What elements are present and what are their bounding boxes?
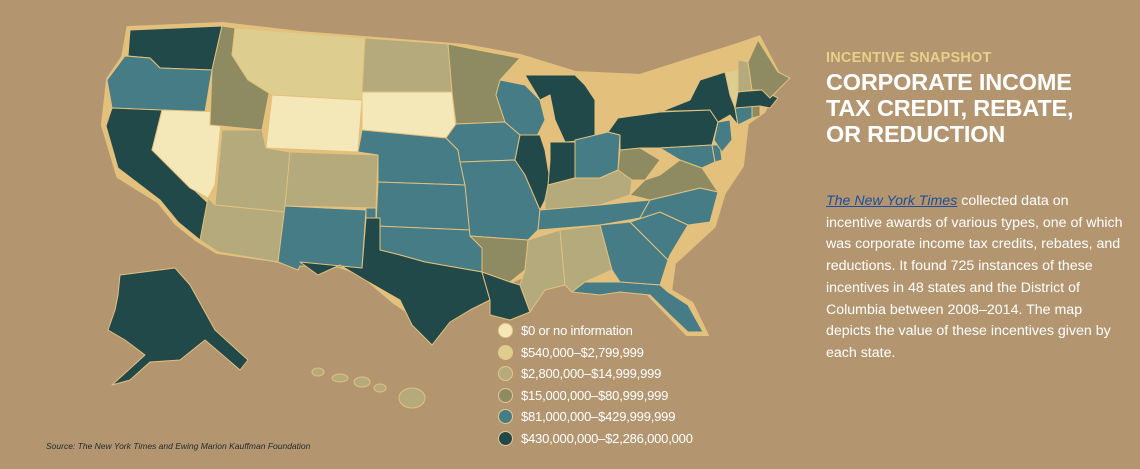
legend-swatch — [498, 323, 513, 339]
state-TX — [299, 217, 491, 346]
state-LA — [481, 271, 531, 321]
legend-item: $540,000–$2,799,999 — [498, 342, 693, 364]
title-line: TAX CREDIT, REBATE, — [826, 95, 1074, 121]
legend-swatch — [498, 344, 513, 360]
state-OH — [574, 131, 621, 179]
title-line: OR REDUCTION — [826, 121, 1006, 147]
description-text: collected data on incentive awards of va… — [826, 193, 1123, 361]
legend-swatch — [498, 366, 513, 382]
state-VT — [724, 69, 739, 109]
legend-label: $2,800,000–$14,999,999 — [521, 366, 662, 382]
state-ME — [747, 39, 791, 99]
legend-item: $0 or no information — [498, 320, 693, 342]
legend: $0 or no information $540,000–$2,799,999… — [498, 320, 693, 449]
state-ND — [361, 37, 453, 93]
legend-swatch — [498, 430, 513, 446]
kicker-label: INCENTIVE SNAPSHOT — [826, 50, 992, 66]
state-RI — [751, 105, 761, 119]
legend-swatch — [498, 387, 513, 403]
states-layer — [105, 25, 791, 409]
page-title: CORPORATE INCOME TAX CREDIT, REBATE, OR … — [826, 69, 1126, 147]
state-AK — [107, 267, 249, 386]
legend-label: $540,000–$2,799,999 — [521, 344, 644, 360]
state-NJ — [713, 119, 733, 153]
legend-label: $0 or no information — [521, 323, 633, 339]
legend-label: $81,000,000–$429,999,999 — [521, 409, 676, 425]
state-NM — [277, 205, 367, 271]
title-line: CORPORATE INCOME — [826, 69, 1072, 95]
description: The New York Times collected data on inc… — [826, 191, 1126, 365]
legend-item: $15,000,000–$80,999,999 — [498, 385, 693, 407]
legend-item: $430,000,000–$2,286,000,000 — [498, 428, 693, 450]
us-map — [100, 21, 791, 409]
state-WY — [265, 94, 363, 153]
legend-label: $15,000,000–$80,999,999 — [521, 387, 669, 403]
state-CO — [284, 151, 379, 209]
source-note: Source: The New York Times and Ewing Mar… — [46, 441, 311, 451]
legend-label: $430,000,000–$2,286,000,000 — [521, 430, 693, 446]
state-OR — [106, 55, 213, 113]
legend-item: $2,800,000–$14,999,999 — [498, 363, 693, 385]
legend-swatch — [498, 409, 513, 425]
source-link[interactable]: The New York Times — [826, 193, 958, 209]
legend-item: $81,000,000–$429,999,999 — [498, 406, 693, 428]
state-FL — [571, 281, 704, 333]
state-KS — [375, 181, 471, 231]
state-HI — [311, 367, 426, 409]
state-MD — [659, 144, 716, 169]
